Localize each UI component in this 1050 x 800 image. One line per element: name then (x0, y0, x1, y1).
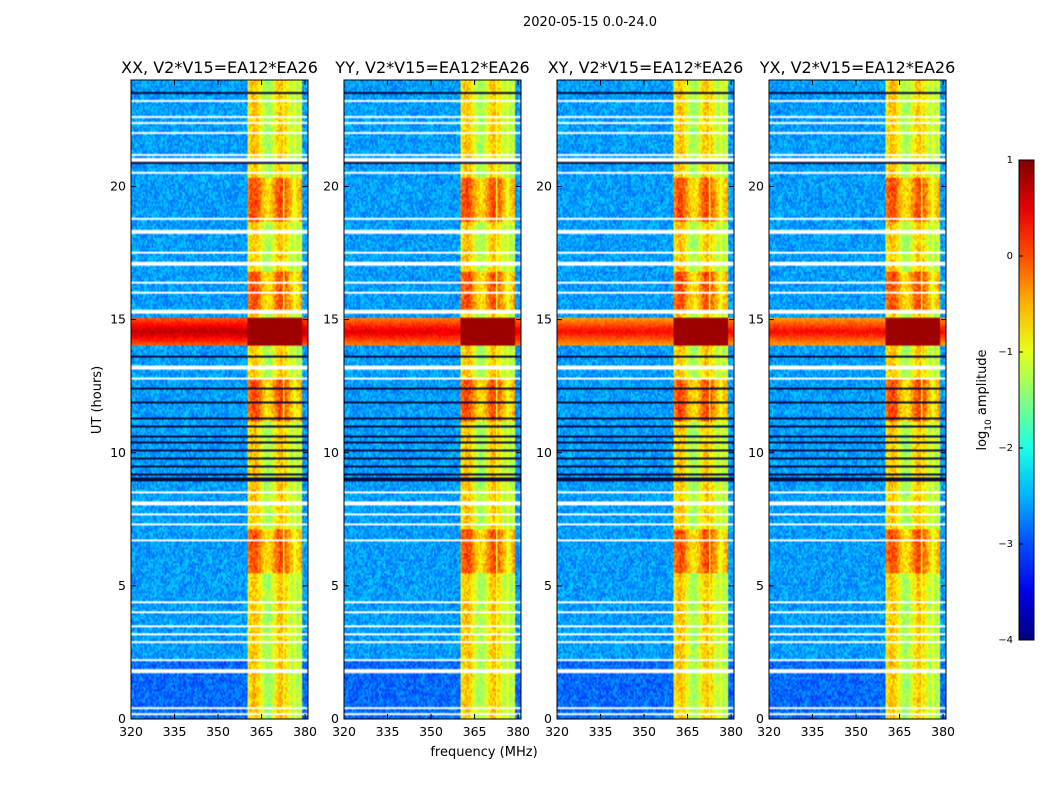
colorbar-fill (1018, 159, 1035, 641)
colorbar-tick-label: −3 (998, 539, 1013, 550)
y-tick-label: 15 (323, 312, 339, 327)
y-tick-label: 10 (110, 445, 126, 460)
y-tick-label: 5 (544, 578, 552, 593)
y-tick-label: 0 (118, 711, 126, 726)
panel-title: XY, V2*V15=EA12*EA26 (548, 58, 744, 77)
x-tick-label: 350 (632, 724, 656, 739)
y-tick-label: 0 (756, 711, 764, 726)
y-tick-label: 0 (544, 711, 552, 726)
x-tick-label: 335 (163, 724, 187, 739)
plot-frame (130, 79, 309, 720)
panel-2: YY, V2*V15=EA12*EA26 320 335 350 365 380 0 5 10 1… (323, 58, 530, 739)
x-tick-label: 335 (376, 724, 400, 739)
suptitle: 2020-05-15 0.0-24.0 (523, 15, 657, 30)
y-tick-label: 5 (756, 578, 764, 593)
x-tick-label: 365 (463, 724, 487, 739)
x-tick-label: 380 (506, 724, 530, 739)
y-tick-label: 20 (536, 179, 552, 194)
x-tick-label: 320 (332, 724, 356, 739)
colorbar-tick-label: −4 (998, 635, 1013, 646)
y-tick-label: 20 (323, 179, 339, 194)
panels: XX, V2*V15=EA12*EA26 320 335 350 365 380 0 5 10 1… (110, 58, 955, 739)
heatmap-image (769, 80, 946, 719)
y-tick-label: 10 (748, 445, 764, 460)
plot-frame (556, 79, 735, 720)
colorbar-tick-label: 0 (1007, 251, 1013, 262)
x-tick-label: 320 (119, 724, 143, 739)
y-tick-label: 10 (323, 445, 339, 460)
y-tick-label: 20 (110, 179, 126, 194)
colorbar-label-sub: 10 (984, 419, 994, 431)
colorbar-label-rest: amplitude (975, 349, 990, 419)
x-tick-label: 350 (844, 724, 868, 739)
y-tick-label: 15 (748, 312, 764, 327)
panel-title: XX, V2*V15=EA12*EA26 (121, 58, 318, 77)
y-tick-label: 5 (118, 578, 126, 593)
x-tick-label: 380 (719, 724, 743, 739)
x-tick-label: 380 (931, 724, 955, 739)
y-axis-label: UT (hours) (90, 366, 105, 434)
y-tick-label: 5 (331, 578, 339, 593)
x-tick-label: 365 (250, 724, 274, 739)
x-tick-label: 365 (676, 724, 700, 739)
panel-4: YX, V2*V15=EA12*EA26 320 335 350 365 380 0 5 10 1… (748, 58, 955, 739)
panel-title: YY, V2*V15=EA12*EA26 (334, 58, 529, 77)
x-tick-label: 335 (801, 724, 825, 739)
plot-frame (343, 79, 522, 720)
x-axis-label: frequency (MHz) (430, 745, 537, 760)
colorbar-label: log10 amplitude (975, 349, 994, 450)
y-tick-label: 20 (748, 179, 764, 194)
plot-frame (768, 79, 947, 720)
panel-1: XX, V2*V15=EA12*EA26 320 335 350 365 380 0 5 10 1… (110, 58, 318, 739)
panel-title: YX, V2*V15=EA12*EA26 (759, 58, 956, 77)
heatmap-image (557, 80, 734, 719)
y-tick-label: 15 (110, 312, 126, 327)
x-tick-label: 350 (206, 724, 230, 739)
x-tick-label: 350 (419, 724, 443, 739)
heatmap-image (131, 80, 308, 719)
x-tick-label: 320 (545, 724, 569, 739)
y-tick-label: 15 (536, 312, 552, 327)
colorbar-tick-label: −2 (998, 443, 1013, 454)
x-tick-label: 380 (293, 724, 317, 739)
x-tick-label: 335 (589, 724, 613, 739)
y-tick-label: 0 (331, 711, 339, 726)
heatmap-image (344, 80, 521, 719)
x-tick-label: 320 (757, 724, 781, 739)
colorbar-label-log: log (975, 431, 990, 451)
colorbar-tick-label: −1 (998, 347, 1013, 358)
y-tick-label: 10 (536, 445, 552, 460)
panel-3: XY, V2*V15=EA12*EA26 320 335 350 365 380 0 5 10 1… (536, 58, 743, 739)
colorbar: 1 0 −1 −2 −3 −4 (998, 155, 1035, 646)
colorbar-tick-label: 1 (1007, 155, 1013, 166)
x-tick-label: 365 (888, 724, 912, 739)
